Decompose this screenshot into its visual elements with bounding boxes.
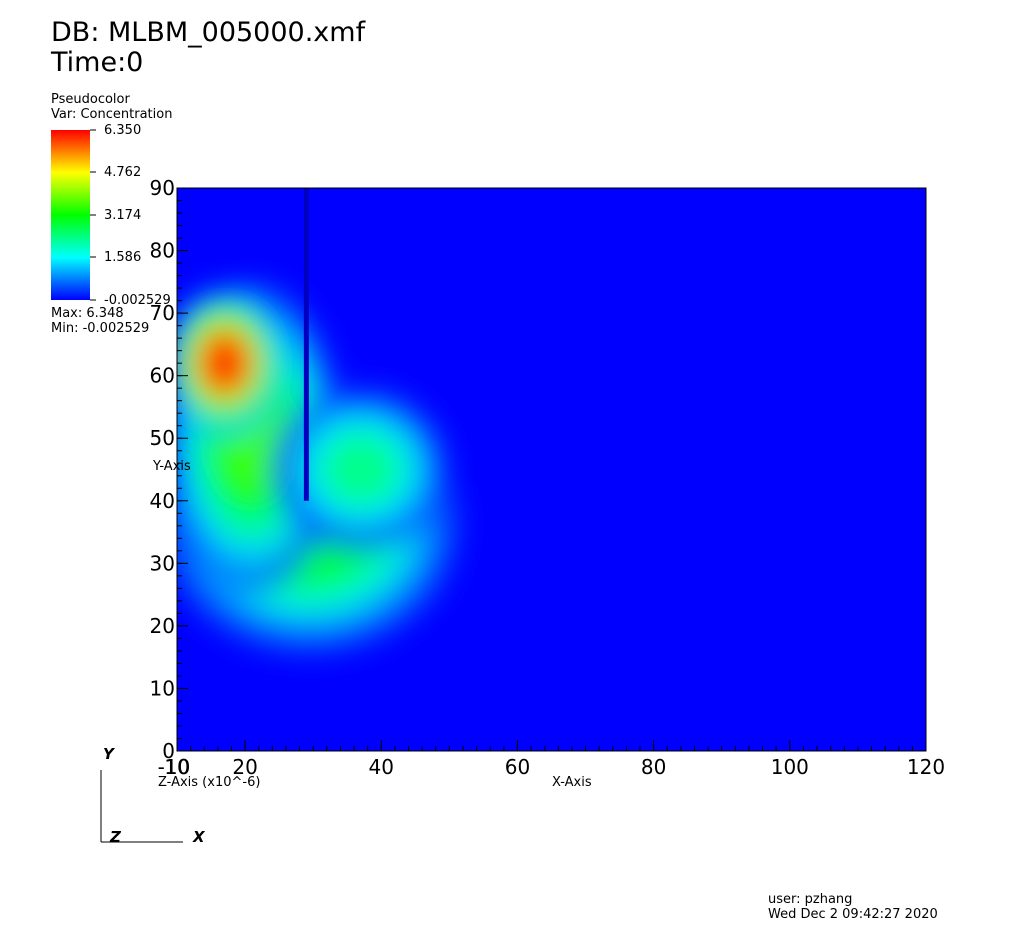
concentration-blob xyxy=(330,441,392,498)
y-tick-label: 60 xyxy=(150,364,175,388)
legend-colorbar xyxy=(51,130,90,300)
legend-plot-type: Pseudocolor xyxy=(51,92,130,107)
legend-tick-label: -0.002529 xyxy=(104,293,171,308)
y-tick-label: 20 xyxy=(150,614,175,638)
triad-x-label: X xyxy=(192,828,206,846)
legend-variable: Var: Concentration xyxy=(51,107,173,122)
database-title: DB: MLBM_005000.xmf xyxy=(51,17,366,48)
legend-tick-label: 1.586 xyxy=(104,250,141,265)
axis-triad: Y Z X xyxy=(100,745,206,846)
y-tick-label: 0 xyxy=(162,739,175,763)
x-axis-title: X-Axis xyxy=(552,775,592,790)
y-tick-label: 40 xyxy=(150,489,175,513)
legend-ticks: 6.350 4.762 3.174 1.586 -0.002529 xyxy=(90,123,171,308)
x-tick-label: 60 xyxy=(505,755,530,779)
x-tick-label: 120 xyxy=(907,755,945,779)
plot-frame xyxy=(176,187,927,752)
y-tick-label: 70 xyxy=(150,301,175,325)
triad-z-label: Z xyxy=(109,828,122,846)
x-tick-label: 100 xyxy=(771,755,809,779)
concentration-blob xyxy=(204,338,246,389)
footer-date: Wed Dec 2 09:42:27 2020 xyxy=(768,907,938,922)
x-tick-label: 20 xyxy=(232,755,257,779)
x-tick-label: 80 xyxy=(641,755,666,779)
legend-max-value: Max: 6.348 xyxy=(51,306,124,321)
z-axis-title: Z-Axis (x10^-6) xyxy=(158,775,260,790)
y-tick-label: 90 xyxy=(150,176,175,200)
legend-tick-label: 6.350 xyxy=(104,123,141,138)
concentration-field xyxy=(177,188,926,751)
triad-y-label: Y xyxy=(103,745,116,763)
x-tick-label: 10 xyxy=(164,755,189,779)
y-tick-label: 30 xyxy=(150,551,175,575)
time-label: Time:0 xyxy=(51,47,144,78)
y-tick-label: 80 xyxy=(150,239,175,263)
legend-tick-label: 4.762 xyxy=(104,165,141,180)
x-tick-label: 40 xyxy=(369,755,394,779)
legend-tick-label: 3.174 xyxy=(104,208,141,223)
legend-min-value: Min: -0.002529 xyxy=(51,321,150,336)
y-axis-title: Y-Axis xyxy=(152,459,191,474)
y-tick-label: 10 xyxy=(150,676,175,700)
y-tick-label: 50 xyxy=(150,426,175,450)
footer-user: user: pzhang xyxy=(768,892,853,907)
z-tick-label: -10 xyxy=(158,755,191,779)
